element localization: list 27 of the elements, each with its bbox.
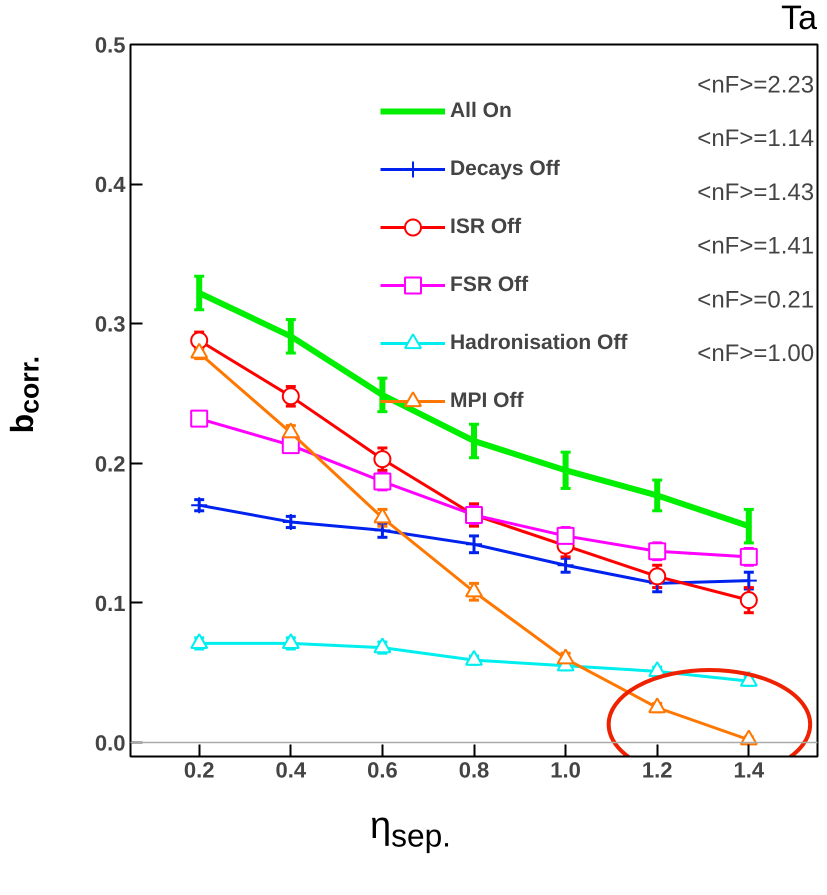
annotation: <nF>=0.21 bbox=[697, 286, 814, 314]
annotation: <nF>=1.00 bbox=[697, 340, 814, 368]
legend-label: Decays Off bbox=[450, 156, 560, 182]
x-tick-label: 1.4 bbox=[734, 758, 765, 782]
legend-label: Hadronisation Off bbox=[450, 330, 628, 356]
text: Ta bbox=[781, 0, 817, 37]
x-tick-label: 1.2 bbox=[642, 758, 672, 782]
annotation: <nF>=1.43 bbox=[697, 178, 814, 206]
x-axis-title: η$_{sep.}$ bbox=[370, 805, 451, 856]
annotation: <nF>=1.14 bbox=[697, 125, 814, 152]
y-tick-label: 0.3 bbox=[94, 312, 126, 337]
x-tick-label: 0.2 bbox=[184, 758, 214, 782]
x-tick-label: 0.8 bbox=[458, 758, 490, 782]
y-tick-label: 0.0 bbox=[94, 730, 126, 756]
legend-label: All On bbox=[450, 98, 512, 124]
legend-label: FSR Off bbox=[450, 272, 528, 298]
y-tick-label: 0.2 bbox=[94, 451, 126, 476]
legend-label: ISR Off bbox=[450, 214, 522, 240]
x-tick-label: 1.0 bbox=[550, 758, 581, 782]
x-tick-label: 0.6 bbox=[367, 758, 398, 782]
legend-label: MPI Off bbox=[450, 388, 524, 414]
annotation: <nF>=1.41 bbox=[697, 232, 814, 260]
annotation: <nF>=2.23 bbox=[697, 71, 814, 98]
y-tick-label: 0.4 bbox=[94, 172, 126, 198]
x-tick-label: 0.4 bbox=[276, 758, 307, 782]
y-tick-label: 0.5 bbox=[94, 32, 126, 58]
y-tick-label: 0.1 bbox=[94, 590, 126, 616]
